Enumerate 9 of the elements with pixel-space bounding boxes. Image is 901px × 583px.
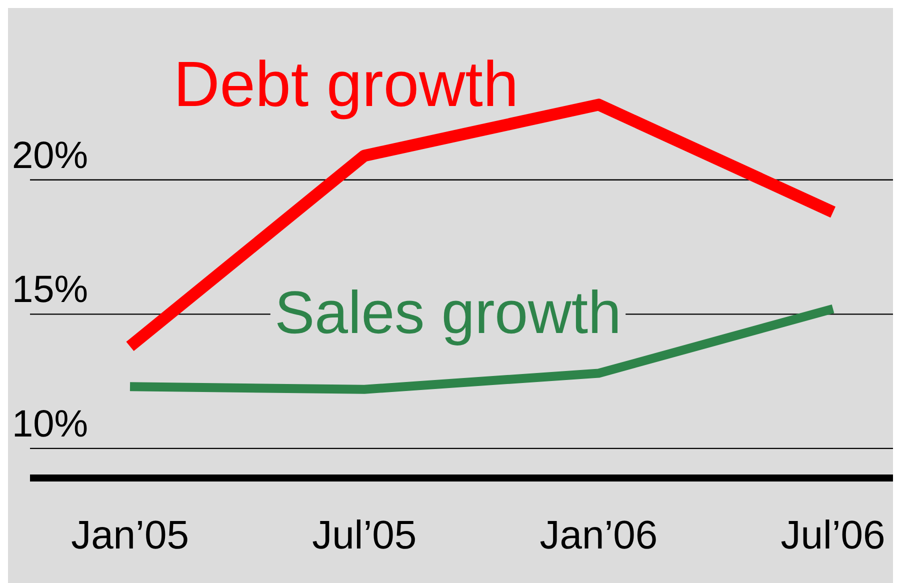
y-tick-label: 15%: [12, 269, 88, 312]
series-label: Debt growth: [173, 48, 519, 120]
x-tick-label: Jan’05: [71, 513, 189, 558]
y-tick-label: 20%: [12, 134, 88, 177]
x-tick-label: Jul’06: [780, 513, 886, 558]
x-tick-label: Jul’05: [312, 513, 417, 558]
x-tick-label: Jan’06: [540, 513, 658, 558]
series-label: Sales growth: [274, 279, 622, 346]
y-tick-label: 10%: [12, 403, 88, 446]
